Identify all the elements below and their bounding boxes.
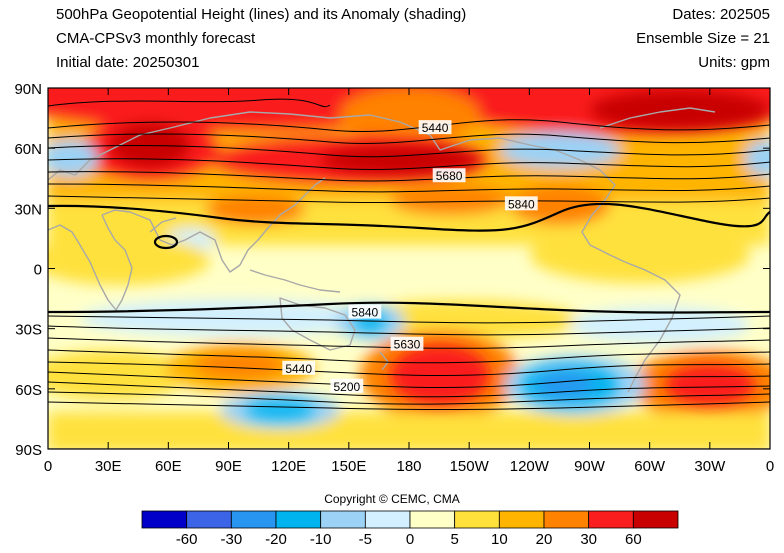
- lat-tick-label: 60N: [14, 141, 42, 158]
- lon-tick-label: 60E: [155, 458, 182, 475]
- contour-label-bg: [432, 168, 466, 183]
- colorbar-label: 10: [491, 531, 508, 548]
- lon-tick-label: 90W: [574, 458, 606, 475]
- lat-tick-label: 0: [34, 262, 42, 279]
- contour-label-bg: [330, 378, 364, 393]
- contour-label-layer: 5440 5680 5840 5840 5630 5440 5200: [282, 120, 538, 394]
- colorbar-label: -20: [265, 531, 287, 548]
- contour-label-bg: [390, 336, 424, 351]
- ensemble-size-label: Ensemble Size = 21: [636, 30, 770, 47]
- title-line-3: Initial date: 20250301: [56, 54, 200, 71]
- colorbar-label: -60: [176, 531, 198, 548]
- lon-tick-label: 120E: [271, 458, 306, 475]
- colorbar: -60 -30 -20 -10 -5 0 5 10 20 30 60: [141, 510, 679, 548]
- colorbar-swatch: [632, 510, 679, 529]
- lon-tick-label: 0: [44, 458, 52, 475]
- colorbar-label: 5: [450, 531, 458, 548]
- lon-tick-label: 60W: [634, 458, 666, 475]
- contour-label: 5680: [436, 169, 463, 183]
- lat-tick-label: 60S: [15, 382, 42, 399]
- anomaly-shading: [48, 88, 770, 449]
- colorbar-swatch: [588, 510, 634, 529]
- units-label: Units: gpm: [698, 54, 770, 71]
- contour-label: 5840: [508, 197, 535, 211]
- colorbar-label: 60: [625, 531, 642, 548]
- colorbar-swatch: [454, 510, 500, 529]
- contour-label: 5200: [333, 380, 360, 394]
- contour-label: 5630: [394, 338, 421, 352]
- colorbar-swatch: [230, 510, 277, 529]
- dates-label: Dates: 202505: [672, 6, 770, 23]
- colorbar-swatch: [320, 510, 366, 529]
- contour-label-bg: [348, 304, 382, 319]
- contour-label-bg: [282, 360, 316, 375]
- colorbar-swatch: [275, 510, 322, 529]
- title-line-2: CMA-CPSv3 monthly forecast: [56, 30, 256, 47]
- colorbar-label: 30: [580, 531, 597, 548]
- colorbar-swatch: [543, 510, 590, 529]
- lon-tick-label: 120W: [510, 458, 550, 475]
- lat-tick-label: 90S: [15, 442, 42, 459]
- lat-tick-label: 30N: [14, 201, 42, 218]
- colorbar-label: -30: [220, 531, 242, 548]
- lat-tick-label: 90N: [14, 81, 42, 98]
- copyright-label: Copyright © CEMC, CMA: [324, 492, 460, 506]
- contour-label-bg: [418, 120, 452, 135]
- colorbar-swatch: [498, 510, 545, 529]
- lon-tick-label: 150W: [450, 458, 490, 475]
- lon-tick-label: 150E: [331, 458, 366, 475]
- contour-label: 5440: [285, 362, 312, 376]
- contour-label: 5440: [422, 121, 449, 135]
- colorbar-label: -10: [310, 531, 332, 548]
- colorbar-swatch: [364, 510, 411, 529]
- colorbar-label: -5: [359, 531, 372, 548]
- colorbar-swatch: [409, 510, 456, 529]
- colorbar-swatch: [186, 510, 232, 529]
- lon-tick-label: 90E: [215, 458, 242, 475]
- lon-tick-label: 30E: [95, 458, 122, 475]
- lon-tick-label: 180: [396, 458, 421, 475]
- lat-tick-label: 30S: [15, 322, 42, 339]
- height-contour-5840: [48, 202, 770, 314]
- contour-label-bg: [504, 196, 538, 211]
- colorbar-swatch: [141, 510, 188, 529]
- contour-label: 5840: [352, 306, 379, 320]
- height-contours: [48, 98, 770, 410]
- colorbar-label: 20: [536, 531, 553, 548]
- lon-tick-label: 30W: [694, 458, 726, 475]
- lon-tick-label: 0: [766, 458, 774, 475]
- title-line-1: 500hPa Geopotential Height (lines) and i…: [56, 6, 467, 23]
- colorbar-label: 0: [406, 531, 414, 548]
